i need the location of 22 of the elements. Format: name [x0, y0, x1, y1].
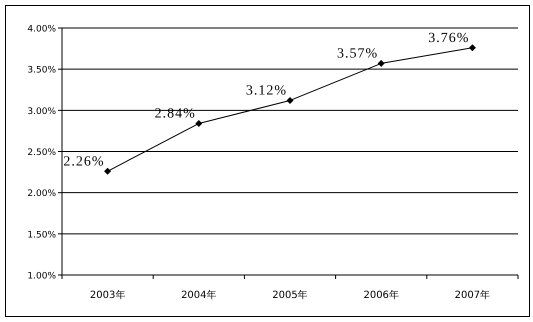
x-tick-label: 2004年 [181, 289, 217, 301]
data-label: 3.76% [428, 30, 470, 46]
point [286, 96, 294, 104]
x-tick-label: 2003年 [90, 289, 126, 301]
data-label: 2.84% [154, 106, 196, 122]
data-label: 3.57% [337, 46, 378, 62]
x-tick-label: 2007年 [454, 289, 490, 301]
point [378, 60, 385, 67]
point [104, 168, 112, 175]
x-tick-label: 2006年 [363, 289, 399, 301]
y-tick-label: 2.00% [27, 189, 56, 200]
y-tick-label: 3.50% [27, 66, 56, 76]
point [468, 44, 476, 52]
y-tick-label: 3.00% [27, 106, 56, 117]
y-tick-label: 1.00% [27, 272, 56, 282]
point [195, 120, 202, 128]
y-tick-label: 1.50% [27, 230, 56, 240]
x-tick-label: 2005年 [272, 289, 308, 301]
data-label: 3.12% [246, 83, 287, 98]
y-tick-label: 2.50% [27, 148, 56, 158]
y-tick-label: 4.00% [27, 24, 56, 34]
data-label: 2.26% [63, 154, 105, 170]
